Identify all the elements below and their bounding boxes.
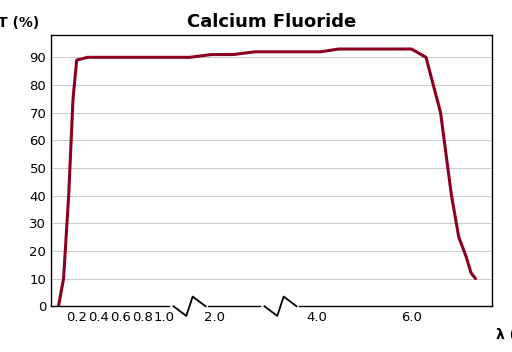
Text: λ (μm): λ (μm) <box>496 328 512 342</box>
Title: Calcium Fluoride: Calcium Fluoride <box>187 13 356 31</box>
Text: T (%): T (%) <box>0 16 39 30</box>
